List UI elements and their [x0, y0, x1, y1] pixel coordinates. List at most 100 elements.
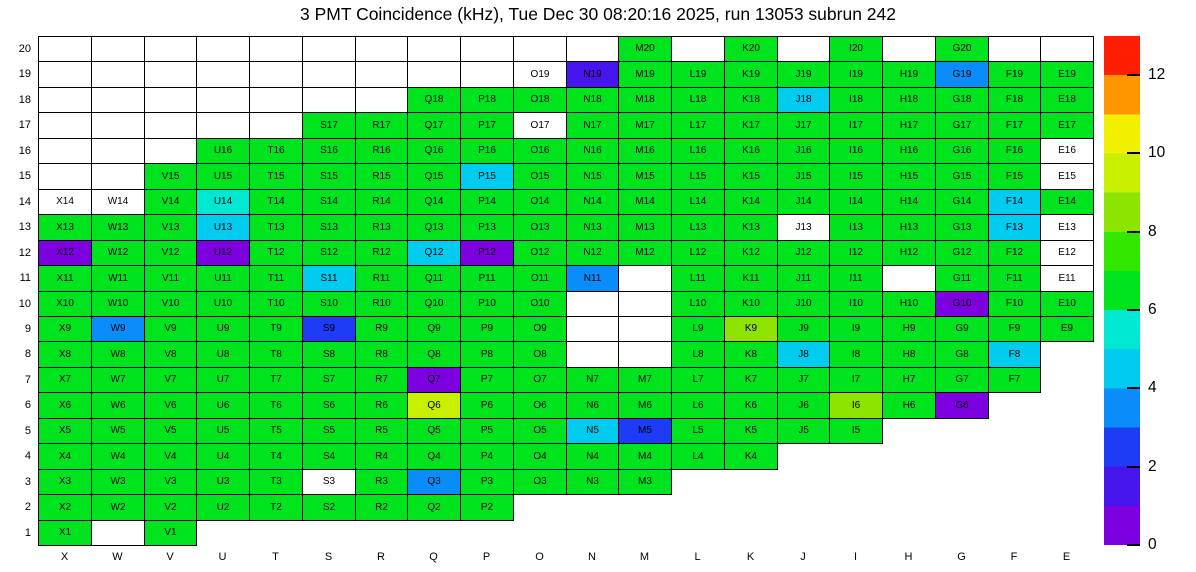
grid-cell: T13 [249, 214, 303, 241]
grid-cell: M4 [618, 443, 672, 470]
grid-cell: J17 [777, 112, 830, 139]
x-axis-label: Q [429, 551, 438, 563]
grid-cell [144, 138, 197, 164]
grid-cell: O6 [513, 392, 567, 419]
grid-cell: S8 [302, 341, 356, 368]
grid-cell: F9 [988, 316, 1041, 342]
grid-cell: G7 [935, 367, 989, 393]
colorbar-tick [1127, 152, 1140, 155]
grid-cell: F19 [988, 61, 1041, 88]
grid-cell: K12 [724, 240, 778, 266]
grid-cell: R5 [355, 418, 408, 444]
grid-cell: G9 [935, 316, 989, 342]
grid-cell: K17 [724, 112, 778, 139]
grid-cell: W2 [91, 494, 145, 521]
grid-cell: R7 [355, 367, 408, 393]
grid-cell: G6 [935, 392, 989, 419]
y-axis-label: 6 [24, 399, 31, 411]
grid-cell [38, 61, 92, 88]
grid-cell: E19 [1040, 61, 1094, 88]
grid-cell: J9 [777, 316, 830, 342]
grid-cell [91, 520, 145, 546]
grid-cell [777, 36, 830, 62]
grid-cell: I16 [829, 138, 883, 164]
grid-cell: O10 [513, 291, 567, 317]
grid-cell: X10 [38, 291, 92, 317]
grid-cell: S11 [302, 265, 356, 292]
grid-cell: H9 [882, 316, 936, 342]
grid-cell: L19 [671, 61, 725, 88]
grid-cell [460, 61, 514, 88]
grid-cell [38, 36, 92, 62]
grid-cell: O18 [513, 87, 567, 113]
grid-cell: K11 [724, 265, 778, 292]
grid-cell [355, 87, 408, 113]
grid-cell: V3 [144, 469, 197, 495]
grid-cell [618, 265, 672, 292]
grid-cell [566, 291, 619, 317]
grid-cell: R14 [355, 189, 408, 215]
grid-cell: R4 [355, 443, 408, 470]
grid-cell: T5 [249, 418, 303, 444]
grid-cell: I5 [829, 418, 883, 444]
grid-cell: X2 [38, 494, 92, 521]
grid-cell: S17 [302, 112, 356, 139]
grid-cell: T3 [249, 469, 303, 495]
grid-cell [196, 61, 250, 88]
grid-cell: W3 [91, 469, 145, 495]
grid-cell: E14 [1040, 189, 1094, 215]
grid-cell [249, 112, 303, 139]
grid-cell: N4 [566, 443, 619, 470]
grid-cell: O5 [513, 418, 567, 444]
grid-cell: G14 [935, 189, 989, 215]
grid-cell: F10 [988, 291, 1041, 317]
y-axis-label: 20 [18, 42, 31, 55]
colorbar-gradient [1104, 36, 1140, 545]
grid-cell: K5 [724, 418, 778, 444]
grid-cell: R8 [355, 341, 408, 368]
y-axis-label: 10 [18, 297, 31, 310]
grid-cell: G20 [935, 36, 989, 62]
grid-cell [249, 87, 303, 113]
grid-cell: H7 [882, 367, 936, 393]
y-axis-label: 8 [24, 348, 31, 360]
y-axis-label: 13 [18, 221, 31, 233]
grid-cell: M20 [618, 36, 672, 62]
grid-cell: L8 [671, 341, 725, 368]
grid-cell: S12 [302, 240, 356, 266]
grid-cell [302, 36, 356, 62]
x-axis-label: M [639, 551, 650, 563]
grid-cell: Q10 [407, 291, 461, 317]
grid-cell: L10 [671, 291, 725, 317]
grid-cell: P16 [460, 138, 514, 164]
grid-cell: K16 [724, 138, 778, 164]
grid-cell: S2 [302, 494, 356, 521]
grid-cell: P13 [460, 214, 514, 241]
grid-cell: R15 [355, 163, 408, 190]
grid-cell: W9 [91, 316, 145, 342]
grid-cell: N19 [566, 61, 619, 88]
grid-cell [988, 36, 1041, 62]
grid-cell: T4 [249, 443, 303, 470]
grid-cell: F7 [988, 367, 1041, 393]
grid-cell: F18 [988, 87, 1041, 113]
grid-cell: X14 [38, 189, 92, 215]
x-axis-label: L [694, 551, 701, 563]
grid-cell: Q15 [407, 163, 461, 190]
grid-cell [882, 36, 936, 62]
grid-cell: J12 [777, 240, 830, 266]
grid-cell: L14 [671, 189, 725, 215]
grid-cell: T15 [249, 163, 303, 190]
grid-cell [618, 341, 672, 368]
colorbar-tick [1127, 387, 1140, 390]
y-axis-label: 18 [18, 93, 31, 106]
grid-cell: M15 [618, 163, 672, 190]
grid-cell: L11 [671, 265, 725, 292]
grid-cell: P4 [460, 443, 514, 470]
grid-cell: X5 [38, 418, 92, 444]
grid-cell: N6 [566, 392, 619, 419]
grid-cell: R13 [355, 214, 408, 241]
grid-cell: I20 [829, 36, 883, 62]
grid-cell [249, 36, 303, 62]
grid-cell: O15 [513, 163, 567, 190]
